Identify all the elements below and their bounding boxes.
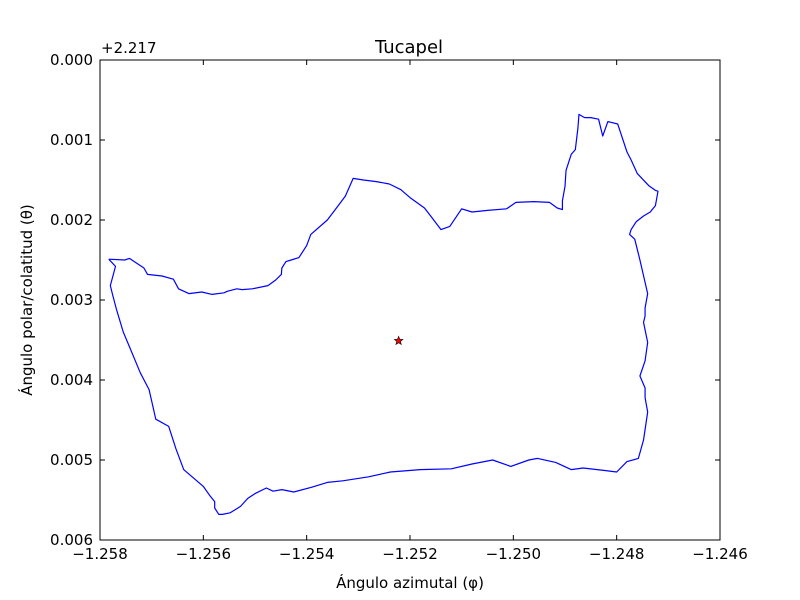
x-tick-label: −1.250 xyxy=(486,545,542,563)
plot-frame xyxy=(99,59,721,541)
y-axis-ticks: 0.000 0.001 0.002 0.003 0.004 0.005 0.006 xyxy=(50,51,720,549)
y-offset-label: +2.217 xyxy=(101,39,157,57)
x-axis-ticks: −1.258 −1.256 −1.254 −1.252 −1.250 −1.248 −1.2… xyxy=(72,60,748,563)
x-tick-label: −1.252 xyxy=(382,545,438,563)
chart-title: Tucapel xyxy=(374,37,443,58)
boundary-line xyxy=(108,113,659,516)
centroid-star-marker xyxy=(393,335,404,346)
y-tick-label: 0.005 xyxy=(50,451,93,469)
series-layer xyxy=(108,113,659,516)
y-tick-label: 0.000 xyxy=(50,51,93,69)
y-tick-label: 0.004 xyxy=(50,371,93,389)
x-tick-label: −1.246 xyxy=(692,545,748,563)
x-axis-label: Ángulo azimutal (φ) xyxy=(336,573,484,592)
x-tick-label: −1.254 xyxy=(279,545,335,563)
y-tick-label: 0.001 xyxy=(50,131,93,149)
y-tick-label: 0.002 xyxy=(50,211,93,229)
y-axis-label: Ángulo polar/colatitud (θ) xyxy=(17,204,36,396)
y-tick-label: 0.006 xyxy=(50,531,93,549)
x-tick-label: −1.256 xyxy=(176,545,232,563)
x-tick-label: −1.248 xyxy=(589,545,645,563)
y-tick-label: 0.003 xyxy=(50,291,93,309)
x-tick-label: −1.258 xyxy=(72,545,128,563)
